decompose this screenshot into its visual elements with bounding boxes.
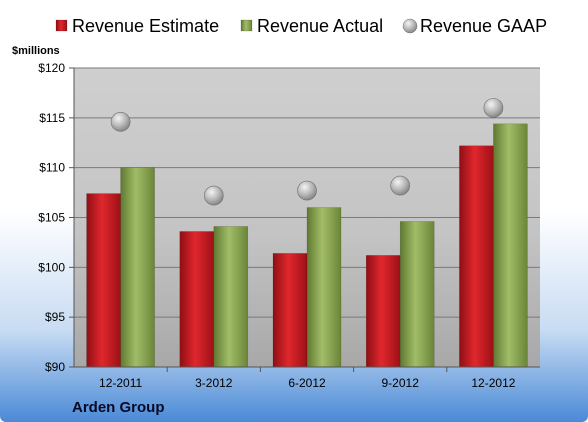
legend-label: Revenue Actual	[257, 16, 383, 36]
bar-revenue-estimate	[272, 253, 308, 368]
marker-revenue-gaap	[390, 175, 411, 196]
marker-revenue-gaap	[204, 185, 224, 206]
bar-revenue-actual	[306, 207, 342, 368]
bar-revenue-actual	[399, 221, 435, 368]
bar-revenue-actual	[493, 123, 528, 368]
y-tick-label: $100	[38, 260, 65, 274]
y-tick-label: $105	[38, 211, 65, 225]
marker-revenue-gaap	[483, 98, 504, 118]
marker-revenue-gaap	[297, 180, 317, 201]
y-tick-label: $110	[39, 161, 65, 175]
legend-swatch	[240, 19, 253, 32]
company-name: Arden Group	[72, 399, 165, 416]
bar-revenue-estimate	[365, 255, 401, 368]
bar-revenue-estimate	[459, 145, 494, 368]
legend-label: Revenue Estimate	[72, 16, 219, 36]
legend-label: Revenue GAAP	[420, 16, 547, 36]
y-tick-label: $120	[38, 61, 65, 75]
gaap-markers	[110, 98, 504, 206]
legend: Revenue Estimate Revenue Actual Revenue GA…	[55, 16, 547, 36]
x-tick-label: 9-2012	[382, 376, 420, 390]
y-tick-label: $90	[45, 360, 65, 374]
bar-revenue-estimate	[179, 231, 215, 368]
bar-revenue-actual	[120, 167, 155, 368]
x-tick-label: 6-2012	[288, 376, 326, 390]
bars	[86, 123, 528, 368]
y-axis-unit-label: $millions	[12, 45, 60, 57]
y-tick-label: $115	[39, 111, 65, 125]
bar-revenue-actual	[213, 226, 249, 368]
legend-swatch	[55, 19, 68, 32]
x-tick-label: 3-2012	[195, 376, 233, 390]
y-tick-label: $95	[45, 310, 65, 324]
legend-swatch	[402, 18, 418, 34]
marker-revenue-gaap	[110, 112, 131, 132]
bar-revenue-estimate	[86, 193, 121, 368]
axes: $90 $95 $100 $105 $110 $115 $120 12-2011 3-2012 6…	[38, 61, 540, 390]
x-tick-label: 12-2012	[471, 376, 515, 390]
x-tick-label: 12-2011	[99, 376, 142, 390]
